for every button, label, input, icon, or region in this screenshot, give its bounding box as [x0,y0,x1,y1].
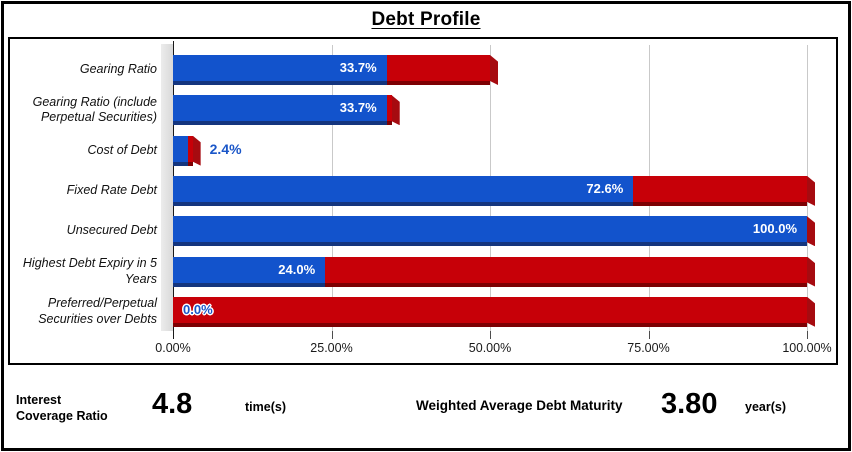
bar-row [173,175,807,206]
header: Debt Profile [4,9,848,31]
x-axis-tick-label: 50.00% [468,341,512,355]
bar-end-cap-3d [807,296,815,327]
bar-red-segment [386,55,490,85]
category-label: Gearing Ratio [79,62,157,77]
debt-maturity-label: Weighted Average Debt Maturity [416,398,623,413]
bar-end-cap-3d [807,216,815,247]
interest-coverage-unit: time(s) [245,400,286,414]
category-label: Fixed Rate Debt [66,183,157,198]
plot-area: 0.00% 25.00% 50.00% 75.00% 100.00% Gearing Ra… [10,39,836,363]
category-label: Gearing Ratio (include Perpetual Securit… [32,94,157,125]
interest-coverage-value: 4.8 [152,388,193,420]
x-axis-tick [331,331,333,339]
bar-value-label: 0.0% [183,301,213,317]
category-label: Cost of Debt [87,142,157,157]
left-wall-3d [161,44,173,331]
x-axis-tick-label: 25.00% [310,341,353,355]
bar-end-cap-3d [807,256,815,287]
bar-end-cap-3d [192,135,201,166]
bar-value-label: 33.7% [339,100,377,116]
debt-maturity-value: 3.80 [661,388,718,420]
interest-coverage-label: Interest Coverage Ratio [16,393,108,423]
bar-value-label: 2.4% [209,140,242,157]
debt-profile-chart: 0.00% 25.00% 50.00% 75.00% 100.00% Gearing Ra… [8,37,838,365]
bar-red-segment [386,95,392,126]
x-axis-tick [648,331,650,339]
debt-maturity-unit: year(s) [745,400,786,414]
bar-red-segment [325,256,807,287]
stats-bar: Interest Coverage Ratio 4.8 time(s) Weig… [8,361,842,447]
x-axis-tick-label: 100.00% [782,341,832,355]
x-axis-tick-label: 75.00% [627,341,670,355]
bar-blue-segment [173,55,387,85]
page-title: Debt Profile [371,9,481,30]
bar-red-segment [173,296,807,327]
bar-row [173,256,807,287]
bar-blue-segment [173,95,387,126]
bar-end-cap-3d [807,175,815,206]
bar-row [173,95,392,126]
x-axis-tick [807,331,808,339]
bar-row [173,55,490,85]
bar-row [173,296,807,327]
bar-red-segment [188,135,193,166]
bar-value-label: 24.0% [278,261,316,277]
bar-end-cap-3d [391,95,400,126]
bar-blue-segment [173,135,189,166]
x-axis-tick [490,331,491,339]
bar-value-label: 33.7% [339,60,377,75]
bar-end-cap-3d [490,55,498,85]
bar-blue-segment [173,175,634,206]
bar-row [173,216,807,247]
bar-row [173,135,193,166]
bar-red-segment [633,175,807,206]
bar-value-label: 100.0% [752,221,797,237]
bar-value-label: 72.6% [586,180,624,196]
category-label: Highest Debt Expiry in 5 Years [22,256,157,286]
category-label: Preferred/Perpetual Securities over Debt… [38,296,157,326]
category-label: Unsecured Debt [66,223,157,238]
x-axis-tick-label: 0.00% [155,341,191,355]
bar-blue-segment [173,216,807,247]
bar-blue-segment [173,256,326,287]
